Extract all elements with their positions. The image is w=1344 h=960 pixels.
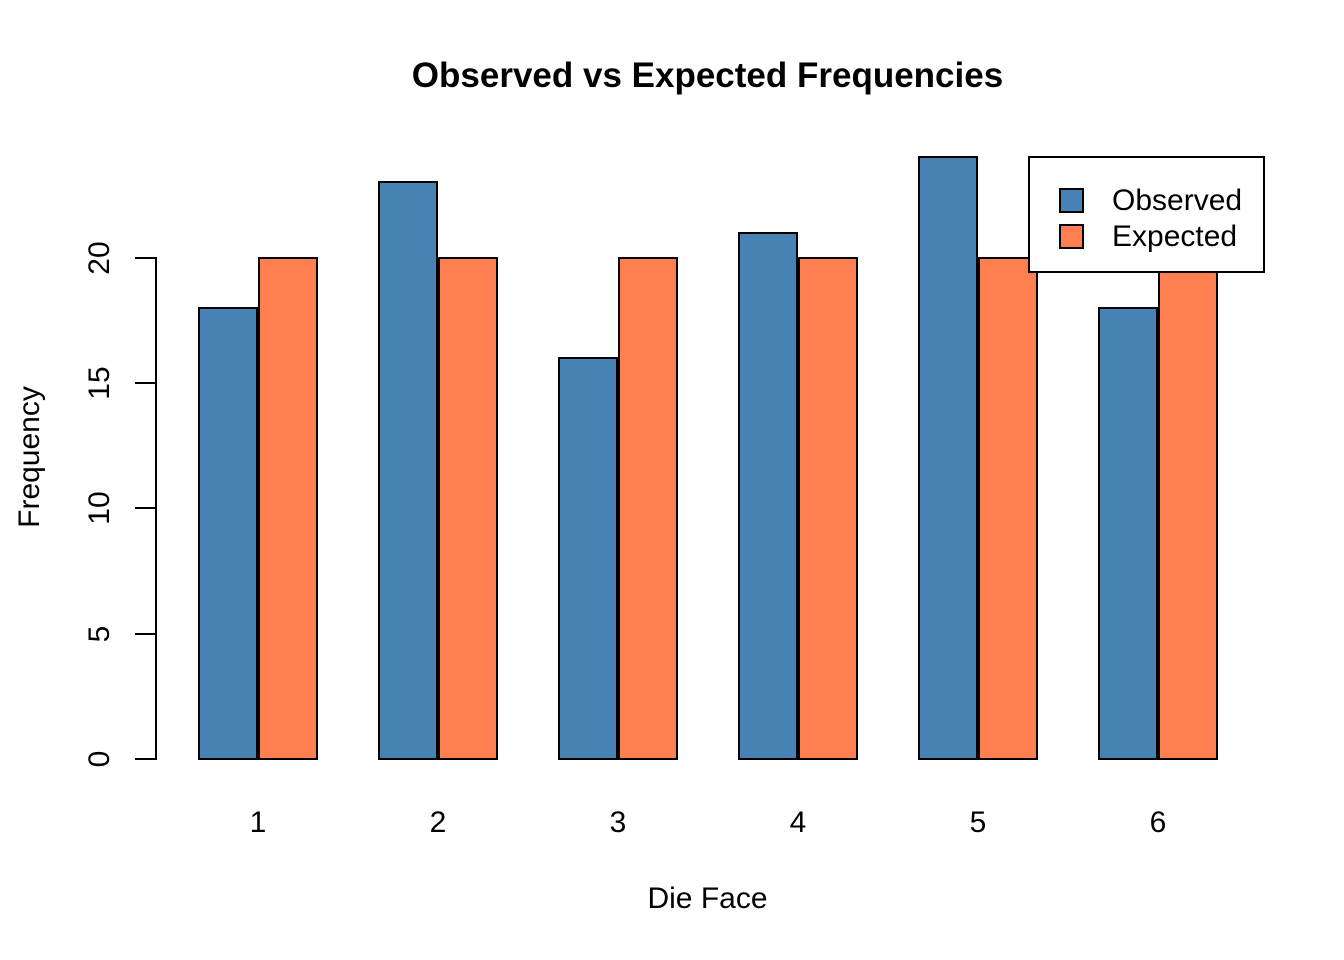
y-axis-label: Frequency — [13, 386, 46, 528]
legend-swatch-observed — [1059, 188, 1084, 213]
bar-expected-3 — [618, 257, 678, 760]
x-tick-label-4: 4 — [789, 806, 807, 839]
y-tick-10 — [135, 507, 155, 509]
y-tick-label-10: 10 — [83, 491, 116, 525]
bar-expected-6 — [1158, 257, 1218, 760]
bar-observed-3 — [558, 357, 618, 760]
y-tick-label-0: 0 — [83, 750, 116, 768]
bar-observed-1 — [198, 307, 258, 760]
x-tick-label-2: 2 — [429, 806, 447, 839]
x-tick-label-3: 3 — [609, 806, 627, 839]
legend-label-observed: Observed — [1112, 184, 1243, 217]
y-tick-5 — [135, 633, 155, 635]
y-axis-line — [155, 257, 157, 760]
y-tick-0 — [135, 758, 155, 760]
y-tick-label-5: 5 — [83, 625, 116, 643]
bar-expected-4 — [798, 257, 858, 760]
bar-observed-5 — [918, 156, 978, 760]
y-tick-15 — [135, 382, 155, 384]
y-tick-label-20: 20 — [83, 241, 116, 275]
x-axis-label: Die Face — [647, 882, 768, 915]
bar-expected-1 — [258, 257, 318, 760]
legend-label-expected: Expected — [1112, 220, 1238, 253]
bar-expected-5 — [978, 257, 1038, 760]
legend: Observed Expected — [1028, 156, 1265, 273]
chart-title: Observed vs Expected Frequencies — [411, 56, 1004, 95]
y-tick-label-15: 15 — [83, 366, 116, 400]
bar-observed-2 — [378, 181, 438, 760]
x-tick-label-6: 6 — [1149, 806, 1167, 839]
bar-observed-6 — [1098, 307, 1158, 760]
bar-expected-2 — [438, 257, 498, 760]
x-tick-label-1: 1 — [249, 806, 267, 839]
legend-swatch-expected — [1059, 224, 1084, 249]
bar-observed-4 — [738, 232, 798, 760]
x-tick-label-5: 5 — [969, 806, 987, 839]
y-tick-20 — [135, 257, 155, 259]
